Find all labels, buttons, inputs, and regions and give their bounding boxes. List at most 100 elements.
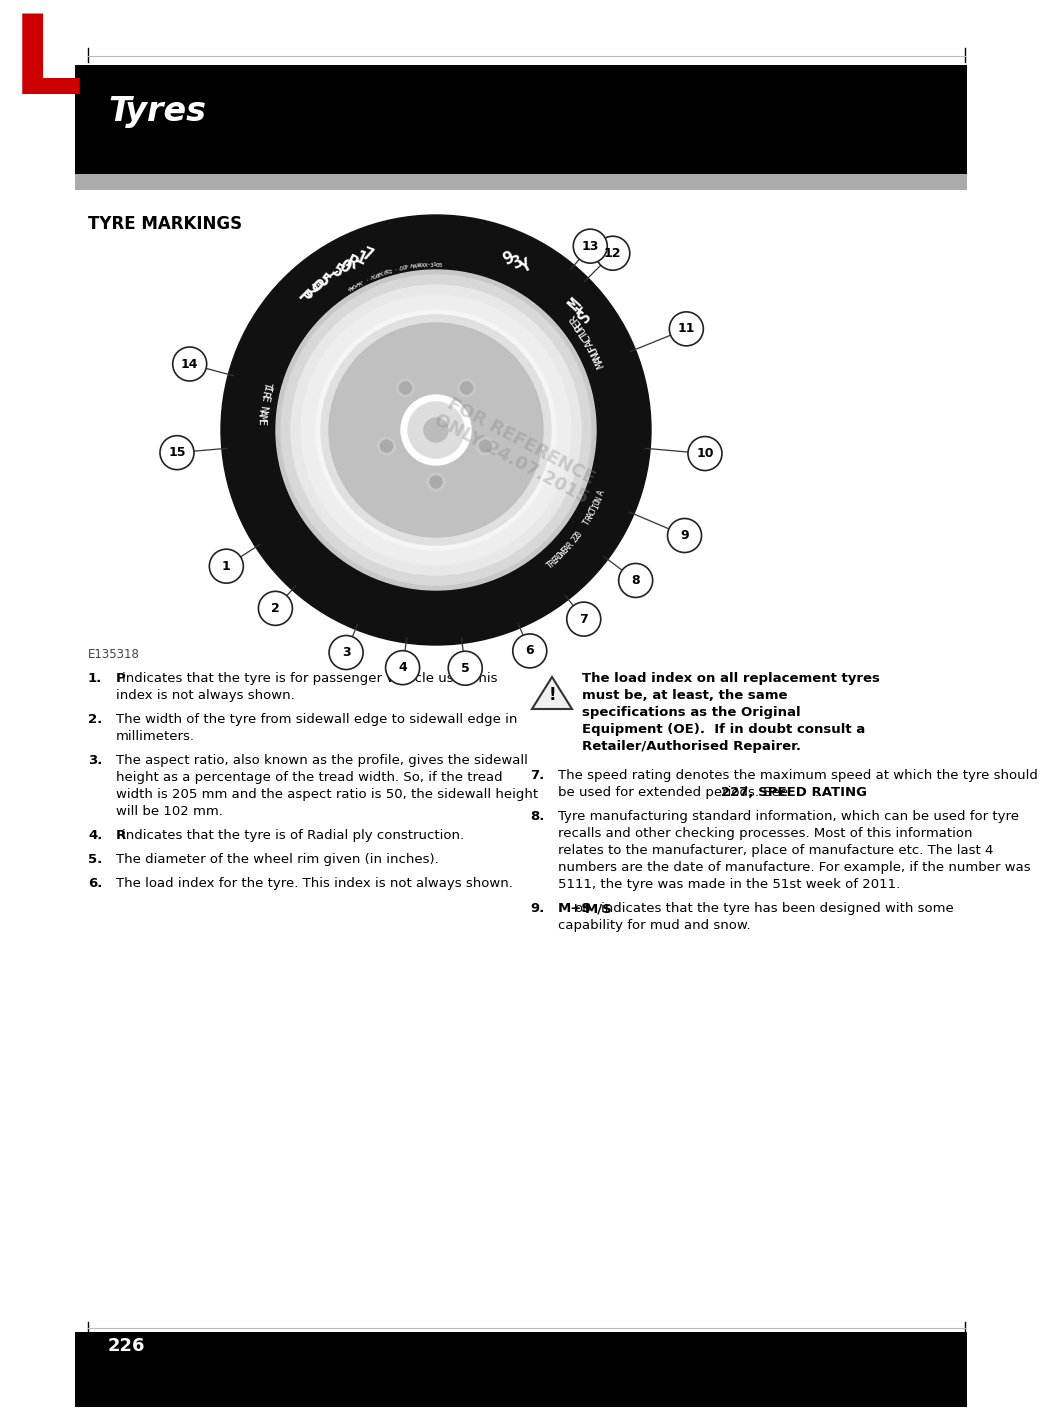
Text: T: T [368, 275, 373, 281]
Text: X: X [421, 262, 425, 268]
Text: R: R [259, 390, 270, 398]
Text: be used for extended periods. See: be used for extended periods. See [558, 786, 788, 798]
Text: M: M [594, 359, 606, 369]
Text: 7.: 7. [530, 769, 544, 781]
Text: width is 205 mm and the aspect ratio is 50, the sidewall height: width is 205 mm and the aspect ratio is … [116, 788, 539, 801]
Text: 0: 0 [436, 262, 440, 268]
Text: The width of the tyre from sidewall edge to sidewall edge in: The width of the tyre from sidewall edge… [116, 713, 518, 726]
Text: height as a percentage of the tread width. So, if the tread: height as a percentage of the tread widt… [116, 771, 503, 784]
Text: 3: 3 [342, 647, 350, 659]
Bar [75, 65, 967, 174]
Text: 0: 0 [574, 529, 584, 539]
Circle shape [477, 437, 494, 455]
Text: 14: 14 [181, 357, 199, 370]
Circle shape [276, 269, 596, 590]
Text: N: N [593, 496, 604, 503]
Circle shape [595, 237, 630, 271]
Circle shape [291, 285, 581, 576]
Text: Retailer/Authorised Repairer.: Retailer/Authorised Repairer. [582, 740, 801, 753]
Text: +: + [570, 301, 590, 320]
Text: X: X [419, 264, 423, 268]
Text: indicates that the tyre is for passenger vehicle use. This: indicates that the tyre is for passenger… [122, 672, 497, 685]
Circle shape [619, 563, 652, 597]
Text: 1: 1 [222, 560, 230, 573]
Circle shape [669, 312, 704, 346]
Text: 8.: 8. [530, 810, 544, 822]
Circle shape [401, 396, 471, 465]
Text: 2: 2 [572, 532, 582, 542]
Circle shape [427, 474, 445, 491]
Text: M/S: M/S [585, 902, 612, 915]
Circle shape [512, 634, 547, 668]
Text: A: A [563, 543, 573, 553]
Text: D: D [399, 267, 403, 272]
Text: M: M [409, 264, 414, 269]
Circle shape [397, 379, 414, 397]
Text: E: E [570, 316, 583, 328]
Text: 2: 2 [271, 601, 280, 615]
Text: T: T [545, 560, 554, 570]
Text: 5.: 5. [88, 854, 102, 866]
Text: FOR REFERENCE
ONLY 24.07.2015: FOR REFERENCE ONLY 24.07.2015 [431, 393, 601, 508]
Text: 5: 5 [328, 261, 347, 282]
Text: D: D [350, 284, 357, 291]
Text: I: I [353, 282, 359, 289]
Circle shape [381, 440, 392, 452]
Text: L: L [358, 279, 364, 286]
Bar [75, 1332, 967, 1407]
Text: The load index for the tyre. This index is not always shown.: The load index for the tyre. This index … [116, 876, 513, 891]
Text: ·: · [392, 267, 398, 274]
Text: capability for mud and snow.: capability for mud and snow. [558, 919, 751, 932]
Text: .: . [814, 786, 818, 798]
Text: A: A [257, 410, 267, 417]
Text: S: S [574, 308, 595, 326]
Text: X: X [416, 264, 420, 269]
Text: specifications as the Original: specifications as the Original [582, 706, 801, 719]
Text: The load index on all replacement tyres: The load index on all replacement tyres [582, 672, 879, 685]
Text: 5111, the tyre was made in the 51st week of 2011.: 5111, the tyre was made in the 51st week… [558, 878, 901, 891]
Text: M: M [565, 295, 585, 315]
Text: /: / [321, 265, 340, 286]
Text: E: E [256, 418, 266, 427]
Circle shape [424, 418, 448, 442]
Text: P: P [116, 672, 126, 685]
Text: T: T [261, 380, 272, 390]
Circle shape [400, 381, 411, 394]
Text: T: T [582, 518, 592, 526]
Text: R: R [567, 312, 580, 325]
Text: will be 102 mm.: will be 102 mm. [116, 805, 223, 818]
Text: Tyre manufacturing standard information, which can be used for tyre: Tyre manufacturing standard information,… [558, 810, 1019, 822]
Text: Y: Y [517, 255, 535, 277]
Text: R: R [548, 559, 558, 569]
Text: millimeters.: millimeters. [116, 730, 195, 743]
Text: D: D [555, 552, 565, 562]
Text: L: L [379, 271, 384, 277]
Text: A: A [348, 285, 353, 292]
Text: C: C [587, 509, 598, 518]
Text: 1: 1 [351, 248, 368, 269]
Text: 9: 9 [681, 529, 689, 542]
Text: ·: · [363, 278, 369, 284]
Text: 4: 4 [399, 661, 407, 674]
Text: !: ! [548, 686, 555, 703]
Text: N: N [257, 404, 268, 413]
Circle shape [209, 549, 243, 583]
Text: U: U [371, 274, 377, 281]
Bar [75, 174, 967, 190]
Text: R: R [573, 320, 585, 332]
Text: 4.: 4. [88, 830, 102, 842]
Text: 3.: 3. [88, 754, 102, 767]
Circle shape [160, 435, 194, 469]
Text: 227, SPEED RATING: 227, SPEED RATING [721, 786, 867, 798]
Text: 5: 5 [313, 271, 332, 291]
Text: The diameter of the wheel rim given (in inches).: The diameter of the wheel rim given (in … [116, 854, 439, 866]
Circle shape [173, 347, 206, 381]
Text: 5: 5 [461, 662, 469, 675]
Text: E: E [377, 272, 382, 278]
Circle shape [448, 651, 482, 685]
Circle shape [281, 275, 591, 586]
Text: R: R [346, 286, 351, 294]
Circle shape [329, 323, 543, 537]
Circle shape [329, 635, 363, 669]
Text: A: A [584, 336, 595, 347]
